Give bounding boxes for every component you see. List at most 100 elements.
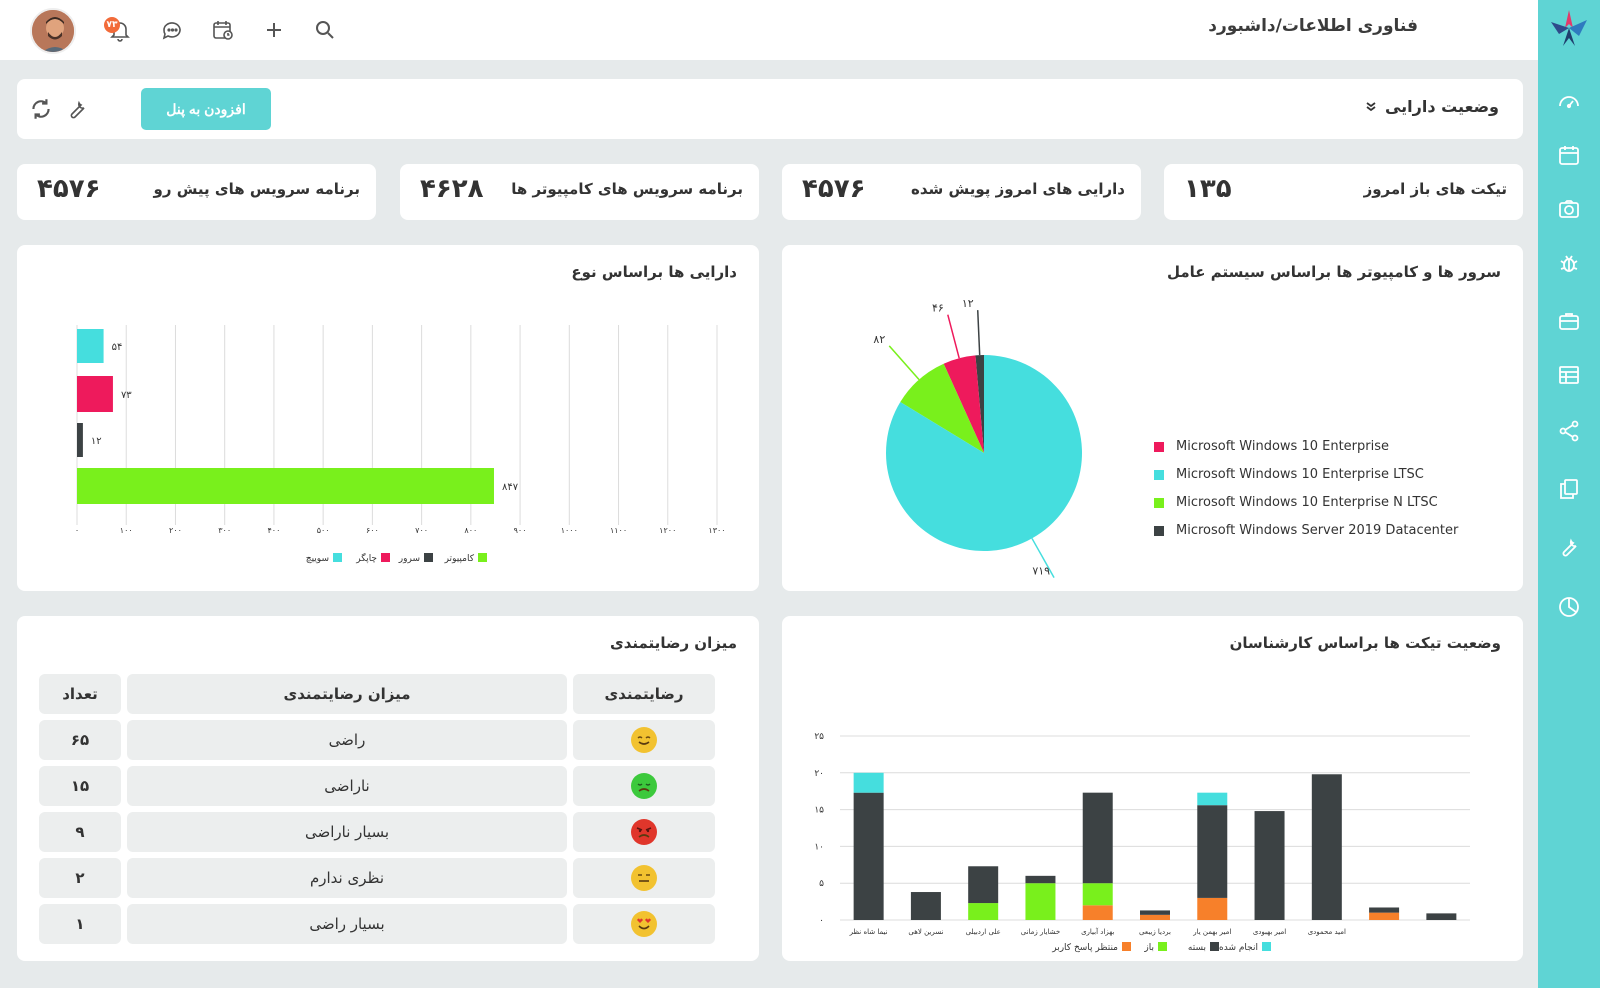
sidebar-rail: [1538, 0, 1600, 988]
notification-badge: ۷۳: [104, 17, 120, 33]
calendar-icon[interactable]: [1556, 142, 1582, 168]
pie-slice[interactable]: [886, 355, 1082, 551]
table-header-row: رضایتمندی میزان رضایتمندی تعداد: [39, 674, 715, 714]
chat-icon[interactable]: [158, 16, 186, 44]
tickets-stacked-chart: ۰ ۵ ۱۰ ۱۵ ۲۰ ۲۵ نیما شاه نظر نسرین لاهی علی اردب…: [814, 732, 1470, 953]
x-tick-label: ۰: [75, 526, 79, 535]
x-tick-label: امید محمودی: [1308, 928, 1346, 936]
emoji-cell: [573, 858, 715, 898]
legend-swatch: [1158, 942, 1167, 951]
pie-slice[interactable]: [943, 355, 984, 453]
x-tick-label: ۱۰۰۰: [561, 526, 578, 535]
stat-card-computer-services[interactable]: برنامه سرویس های کامپیوتر ها ۴۶۲۸: [400, 164, 759, 220]
bar[interactable]: [77, 376, 113, 412]
control-bar: وضعیت دارایی افزودن به پنل: [17, 79, 1523, 139]
wrench-icon[interactable]: [1556, 534, 1582, 560]
stacked-bar-segment[interactable]: [1369, 907, 1400, 913]
dashboard-icon[interactable]: [1556, 88, 1582, 114]
x-tick-label: بهزاد آبیاری: [1081, 927, 1114, 936]
settings-wrench-icon[interactable]: [63, 95, 91, 123]
stacked-bar-segment[interactable]: [1197, 805, 1228, 898]
stacked-bar-segment[interactable]: [1369, 912, 1400, 920]
stacked-bar-segment[interactable]: [1025, 883, 1056, 920]
stacked-bar-segment[interactable]: [1140, 910, 1170, 915]
satisfaction-count-cell: ۶۵: [39, 720, 121, 760]
angry-face-icon: [631, 819, 657, 845]
satisfaction-level-cell: بسیار ناراضی: [127, 812, 567, 852]
plus-icon[interactable]: [260, 16, 288, 44]
stat-card-scanned-assets[interactable]: دارایی های امروز پویش شده ۴۵۷۶: [782, 164, 1141, 220]
bar[interactable]: [77, 423, 83, 457]
calendar-clock-icon[interactable]: [209, 16, 237, 44]
emoji-cell: [573, 904, 715, 944]
legend-label: Microsoft Windows 10 Enterprise LTSC: [1176, 467, 1424, 482]
legend-label: سرور: [398, 554, 420, 564]
stacked-bar-segment[interactable]: [853, 792, 884, 920]
stat-value: ۴۵۷۶: [802, 174, 866, 204]
legend-label: انجام شده: [1219, 943, 1258, 953]
pie-chart-icon[interactable]: [1556, 594, 1582, 620]
bar[interactable]: [77, 329, 104, 363]
legend-label: Microsoft Windows Server 2019 Datacenter: [1176, 523, 1459, 538]
pie-leader-line: [947, 314, 960, 359]
stacked-bar-segment[interactable]: [1025, 875, 1056, 884]
stacked-bar-segment[interactable]: [968, 903, 999, 920]
y-tick-label: ۲۵: [814, 732, 824, 742]
assets-chart-card: دارایی ها براساس نوع ۰ ۱۰۰ ۲۰۰ ۳۰۰ ۴۰۰ ۵۰۰ ۶۰۰…: [17, 245, 759, 591]
stacked-bar-segment[interactable]: [1082, 883, 1113, 906]
copy-icon[interactable]: [1556, 476, 1582, 502]
briefcase-icon[interactable]: [1556, 308, 1582, 334]
y-tick-label: ۵: [819, 879, 824, 889]
pie-data-label: ۷۱۹: [1032, 565, 1050, 578]
pie-slice[interactable]: [900, 363, 984, 453]
x-tick-label: ۱۰۰: [120, 526, 133, 535]
stacked-bar-segment[interactable]: [1082, 792, 1113, 884]
bar-value-label: ۵۴: [112, 342, 123, 353]
avatar[interactable]: [30, 8, 76, 54]
bar[interactable]: [77, 468, 494, 504]
bug-icon[interactable]: [1556, 250, 1582, 276]
add-to-panel-button[interactable]: افزودن به پنل: [141, 88, 271, 130]
stacked-bar-segment[interactable]: [853, 772, 884, 793]
y-tick-label: ۰: [819, 916, 824, 926]
pie-slice[interactable]: [975, 355, 984, 453]
stacked-bar-segment[interactable]: [1197, 897, 1228, 920]
asset-status-dropdown[interactable]: وضعیت دارایی: [1365, 97, 1499, 116]
stat-label: برنامه سرویس های پیش رو: [153, 180, 360, 198]
legend-label: کامپیوتر: [444, 554, 475, 564]
satisfaction-level-cell: راضی: [127, 720, 567, 760]
stacked-bar-segment[interactable]: [1311, 774, 1342, 920]
refresh-icon[interactable]: [27, 95, 55, 123]
stacked-bar-segment[interactable]: [1426, 913, 1457, 920]
stat-card-upcoming-services[interactable]: برنامه سرویس های پیش رو ۴۵۷۶: [17, 164, 376, 220]
stacked-bar-segment[interactable]: [968, 866, 999, 904]
search-icon[interactable]: [311, 16, 339, 44]
x-tick-label: ۳۰۰: [218, 526, 231, 535]
stat-value: ۴۶۲۸: [420, 174, 484, 204]
tickets-chart-card: وضعیت تیکت ها براساس کارشناسان ۰ ۵ ۱۰ ۱۵ ۲۰ ۲…: [782, 616, 1523, 961]
table-icon[interactable]: [1556, 362, 1582, 388]
stacked-bar-segment[interactable]: [1140, 914, 1170, 920]
emoji-cell: [573, 720, 715, 760]
x-tick-label: ۱۱۰۰: [610, 526, 627, 535]
table-row: ناراضی ۱۵: [39, 766, 715, 806]
bar-value-label: ۸۴۷: [502, 482, 519, 493]
stacked-bar-segment[interactable]: [910, 892, 941, 920]
stat-card-open-tickets[interactable]: تیکت های باز امروز ۱۳۵: [1164, 164, 1523, 220]
satisfaction-level-cell: بسیار راضی: [127, 904, 567, 944]
emoji-cell: [573, 766, 715, 806]
stacked-bar-segment[interactable]: [1197, 792, 1228, 806]
share-icon[interactable]: [1556, 418, 1582, 444]
bar-value-label: ۷۳: [121, 390, 132, 401]
legend-swatch: [1262, 942, 1271, 951]
pie-legend-item: Microsoft Windows Server 2019 Datacenter: [1154, 523, 1458, 538]
legend-swatch: [424, 553, 433, 562]
legend-swatch: [1154, 469, 1164, 480]
stacked-bar-segment[interactable]: [1082, 905, 1113, 920]
stat-label: برنامه سرویس های کامپیوتر ها: [511, 180, 743, 198]
stacked-bar-segment[interactable]: [1254, 811, 1285, 920]
top-bar: فناوری اطلاعات/داشبورد ۷۳: [0, 0, 1538, 60]
camera-icon[interactable]: [1556, 196, 1582, 222]
satisfaction-level-cell: ناراضی: [127, 766, 567, 806]
y-tick-label: ۱۰: [814, 842, 824, 852]
